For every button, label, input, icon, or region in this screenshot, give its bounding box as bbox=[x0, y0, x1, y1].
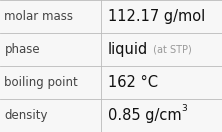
Text: density: density bbox=[4, 109, 48, 122]
Text: molar mass: molar mass bbox=[4, 10, 73, 23]
Text: liquid: liquid bbox=[108, 42, 148, 57]
Text: (at STP): (at STP) bbox=[150, 44, 192, 55]
Text: boiling point: boiling point bbox=[4, 76, 78, 89]
Text: 162 °C: 162 °C bbox=[108, 75, 158, 90]
Text: 3: 3 bbox=[181, 104, 187, 113]
Text: phase: phase bbox=[4, 43, 40, 56]
Text: 0.85 g/cm: 0.85 g/cm bbox=[108, 108, 181, 123]
Text: 112.17 g/mol: 112.17 g/mol bbox=[108, 9, 205, 24]
